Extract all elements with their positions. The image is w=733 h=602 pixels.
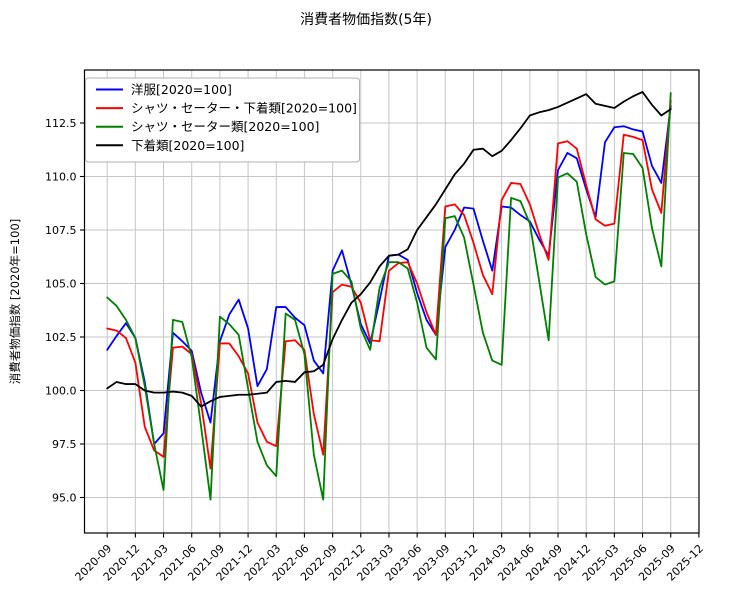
axes-frame xyxy=(83,69,700,534)
y-tick-label: 102.5 xyxy=(45,331,77,344)
legend-box xyxy=(85,77,360,163)
y-axis-label: 消費者物価指数 [2020年=100] xyxy=(8,219,22,384)
legend-item-label: 下着類[2020=100] xyxy=(131,138,244,153)
legend-item-label: シャツ・セーター・下着類[2020=100] xyxy=(131,101,357,116)
y-tick-label: 112.5 xyxy=(45,117,77,130)
y-tick-label: 100.0 xyxy=(45,385,77,398)
legend-item-label: 洋服[2020=100] xyxy=(131,82,232,97)
series-line xyxy=(106,91,672,408)
y-tick-label: 97.5 xyxy=(52,438,77,451)
legend-item-label: シャツ・セーター類[2020=100] xyxy=(131,119,319,134)
y-tick-label: 105.0 xyxy=(45,278,77,291)
data-series xyxy=(106,91,672,501)
axis-ticks: 2020-092020-122021-032021-062021-092021-… xyxy=(45,117,706,584)
chart-title: 消費者物価指数(5年) xyxy=(300,12,432,28)
y-tick-label: 107.5 xyxy=(45,224,77,237)
y-tick-label: 110.0 xyxy=(45,171,77,184)
series-line xyxy=(106,92,672,501)
legend: 洋服[2020=100] シャツ・セーター・下着類[2020=100] シャツ・セー… xyxy=(85,77,360,163)
y-tick-label: 95.0 xyxy=(52,492,77,505)
series-line xyxy=(106,99,672,470)
